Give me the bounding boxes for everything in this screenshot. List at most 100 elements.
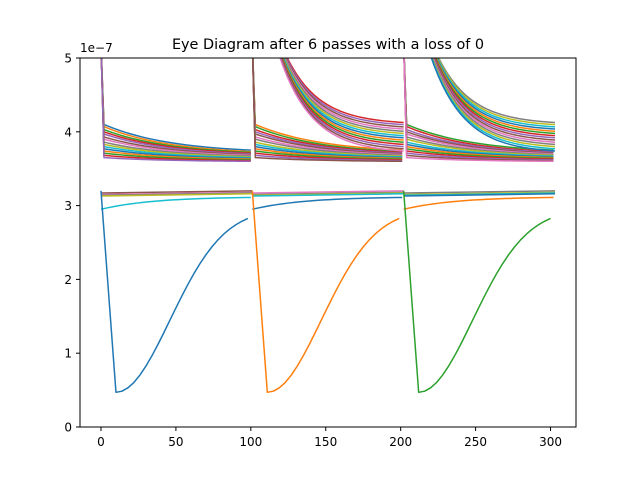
eye-trace-high (403, 58, 554, 157)
eye-trace-high (100, 58, 251, 158)
eye-trace-high (252, 58, 403, 159)
eye-trace-flat (403, 190, 556, 194)
eye-trace-high (403, 58, 554, 160)
eye-trace-high (403, 58, 554, 157)
eye-trace-overshoot (433, 58, 556, 139)
eye-trace-high (403, 58, 554, 156)
eye-trace-overshoot (285, 58, 404, 126)
y-tick-label: 2 (64, 273, 72, 287)
eye-trace-high (100, 58, 251, 159)
eye-trace-overshoot (431, 58, 556, 150)
x-tick-label: 150 (314, 435, 337, 449)
eye-trace-overshoot (436, 58, 556, 128)
eye-trace-high (100, 58, 251, 163)
chart-title: Eye Diagram after 6 passes with a loss o… (172, 37, 484, 53)
eye-trace-high (252, 58, 403, 157)
eye-trace-high (403, 58, 554, 159)
eye-trace-high (100, 58, 251, 154)
eye-trace-flat (252, 193, 404, 197)
eye-trace-overshoot (286, 58, 404, 124)
eye-trace-overshoot (285, 58, 404, 128)
eye-trace-high (252, 58, 403, 154)
eye-trace-dip (251, 190, 400, 394)
eye-trace-dip (100, 190, 249, 394)
y-tick-label: 0 (64, 421, 72, 435)
eye-trace-high (403, 58, 554, 158)
series-layer (100, 58, 556, 394)
eye-trace-high (251, 58, 403, 163)
x-tick-label: 100 (239, 435, 262, 449)
x-tick-label: 250 (464, 435, 487, 449)
eye-trace-high (252, 58, 403, 154)
x-tick-label: 0 (97, 435, 105, 449)
eye-trace-high (100, 58, 251, 157)
eye-trace-overshoot (283, 58, 404, 132)
eye-trace-high (251, 58, 403, 162)
eye-trace-high (100, 58, 251, 160)
eye-trace-high (252, 58, 403, 157)
eye-trace-high (100, 58, 251, 153)
eye-trace-flat (100, 190, 253, 194)
eye-trace-high (403, 58, 554, 163)
eye-trace-high (403, 58, 554, 153)
y-axis: 0 1 2 3 4 5 (64, 52, 80, 435)
eye-trace-overshoot (280, 58, 404, 146)
eye-trace-high (100, 58, 251, 157)
eye-trace-overshoot (431, 58, 556, 148)
eye-trace-high (403, 58, 554, 161)
eye-trace-high (100, 58, 251, 156)
eye-trace-flat (252, 190, 404, 194)
eye-trace-overshoot (432, 58, 556, 143)
eye-trace-rising (252, 196, 403, 211)
eye-trace-flat (100, 193, 253, 197)
eye-trace-high (252, 58, 403, 158)
y-tick-label: 4 (64, 125, 72, 139)
eye-trace-overshoot (432, 58, 556, 141)
eye-trace-overshoot (284, 58, 404, 130)
x-axis: 0 50 100 150 200 250 300 (97, 427, 562, 449)
eye-trace-overshoot (432, 58, 556, 146)
eye-trace-high (100, 58, 251, 162)
eye-trace-overshoot (280, 58, 404, 148)
x-tick-label: 200 (389, 435, 412, 449)
eye-trace-high (252, 58, 403, 156)
eye-trace-high (403, 58, 554, 155)
eye-trace-high (403, 58, 554, 160)
eye-trace-rising (100, 196, 251, 211)
y-axis-offset-label: 1e−7 (80, 41, 113, 55)
eye-trace-flat (403, 193, 556, 197)
eye-trace-high (100, 58, 251, 160)
eye-trace-high (100, 58, 251, 151)
eye-trace-overshoot (281, 58, 404, 143)
eye-trace-high (403, 58, 554, 154)
eye-trace-overshoot (281, 58, 404, 141)
eye-trace-high (251, 58, 403, 161)
eye-trace-overshoot (430, 58, 556, 152)
eye-trace-dip (402, 190, 551, 394)
y-tick-label: 5 (64, 52, 72, 66)
plot-frame (79, 57, 577, 428)
eye-trace-high (403, 58, 554, 162)
eye-trace-overshoot (282, 58, 404, 139)
eye-trace-high (100, 58, 251, 161)
x-tick-label: 300 (539, 435, 562, 449)
eye-trace-high (251, 58, 403, 160)
eye-trace-overshoot (434, 58, 556, 135)
eye-trace-rising (403, 196, 554, 211)
eye-trace-overshoot (283, 58, 404, 135)
eye-trace-overshoot (437, 58, 556, 126)
eye-trace-high (251, 58, 403, 160)
eye-trace-overshoot (434, 58, 556, 137)
x-tick-label: 50 (168, 435, 183, 449)
eye-trace-overshoot (282, 58, 404, 137)
eye-trace-overshoot (279, 58, 404, 150)
eye-trace-high (403, 58, 554, 154)
eye-trace-high (100, 58, 251, 154)
y-tick-label: 3 (64, 199, 72, 213)
eye-trace-overshoot (279, 58, 404, 152)
eye-trace-high (252, 58, 403, 153)
eye-trace-high (252, 58, 403, 155)
y-tick-label: 1 (64, 347, 72, 361)
